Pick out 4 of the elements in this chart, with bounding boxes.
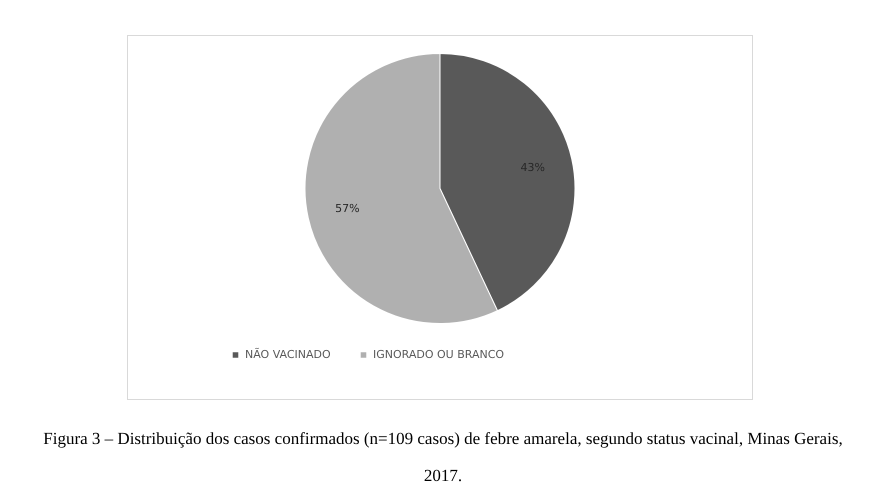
legend-label: IGNORADO OU BRANCO xyxy=(373,348,504,361)
data-label: 57% xyxy=(335,202,360,216)
text: Figura 3 – Distribuição dos casos confirmados (n=109 casos) de febre amarela, segundo status vacinal, Minas Gerais, 2017. xyxy=(42,428,844,487)
legend-label: NÃO VACINADO xyxy=(245,346,332,361)
